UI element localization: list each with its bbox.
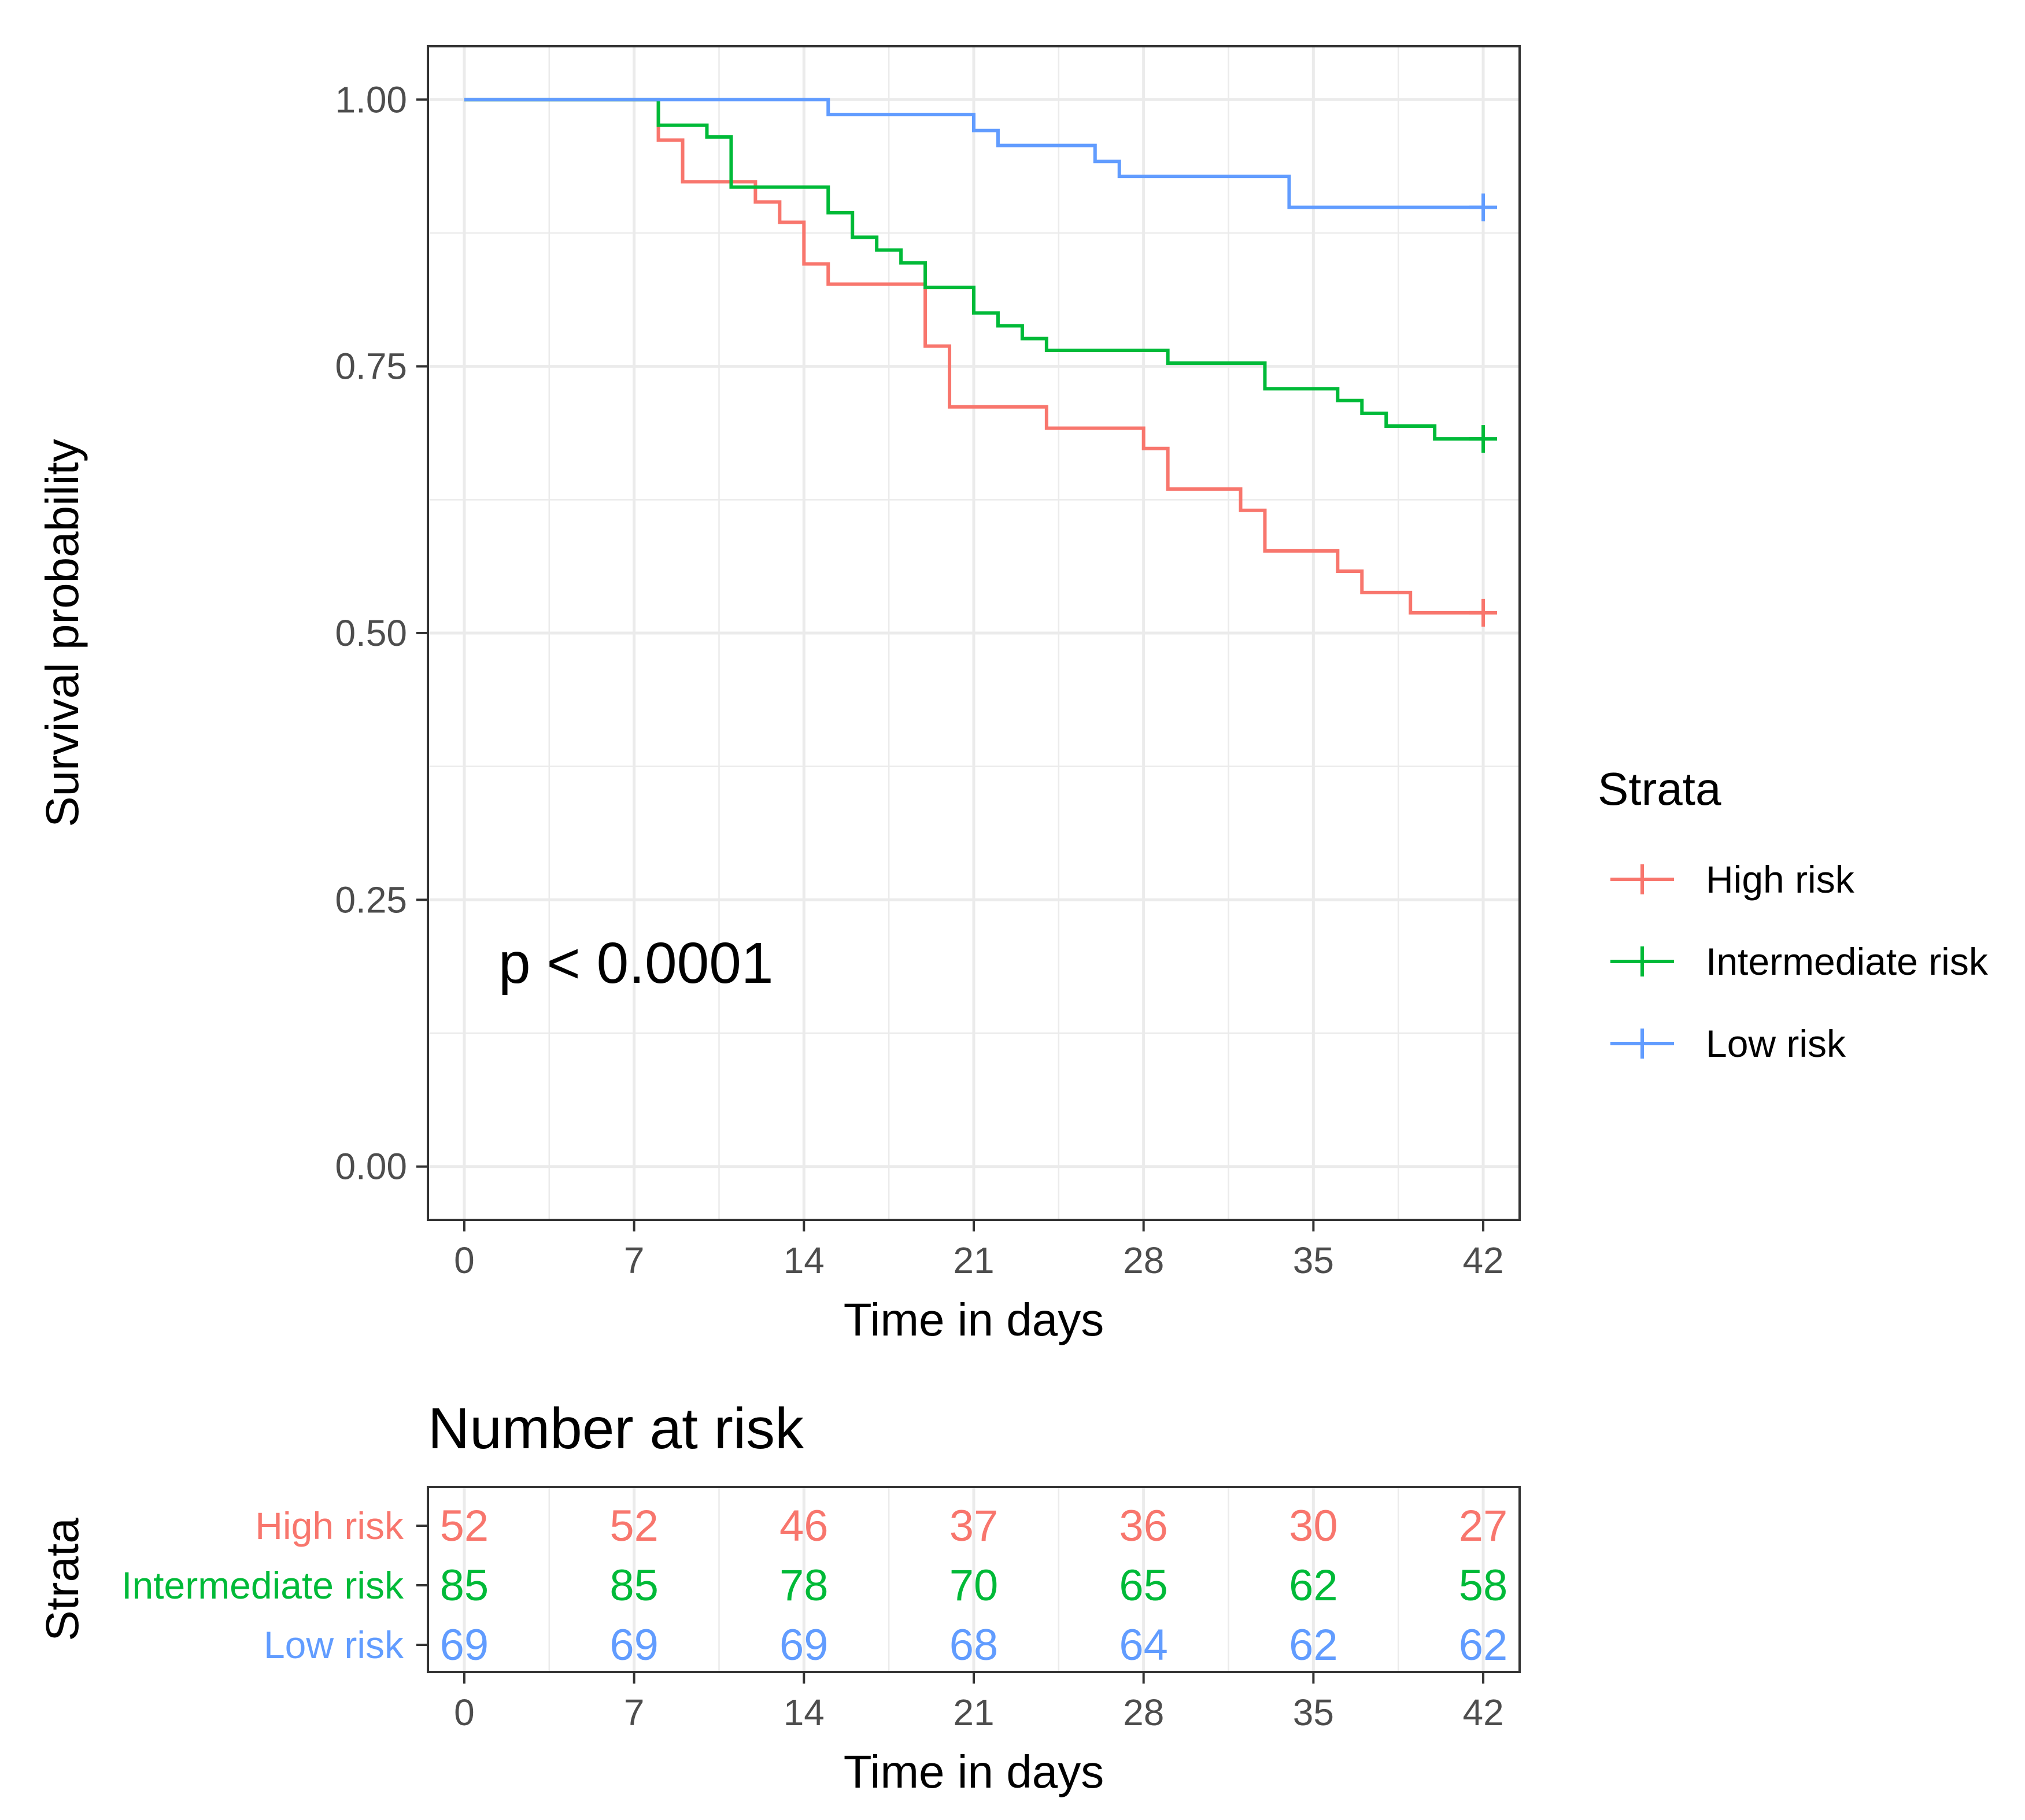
risk-cell-high-risk: 52 (609, 1501, 659, 1551)
km-y-tick-label: 0.50 (335, 612, 407, 654)
risk-cell-high-risk: 37 (949, 1501, 999, 1551)
km-y-axis: 0.00 0.25 0.50 0.75 1.00 (335, 79, 428, 1188)
risk-table-row-labels: High risk Intermediate risk Low risk (121, 1504, 428, 1666)
legend-label-low-risk: Low risk (1706, 1022, 1846, 1065)
risk-cell-low-risk: 69 (440, 1621, 489, 1670)
km-y-axis-title: Survival probability (36, 439, 88, 827)
risk-table-title: Number at risk (428, 1396, 804, 1461)
risk-cell-intermediate-risk: 85 (440, 1561, 489, 1610)
risk-table-cells: 52 52 46 37 36 30 27 85 85 78 70 65 62 58 69 69 69 68 64 62… (440, 1501, 1508, 1670)
risk-table-x-axis-title: Time in days (844, 1746, 1104, 1797)
risk-cell-high-risk: 36 (1119, 1501, 1168, 1551)
risk-cell-high-risk: 52 (440, 1501, 489, 1551)
km-x-axis-title: Time in days (844, 1294, 1104, 1345)
risk-cell-intermediate-risk: 65 (1119, 1561, 1168, 1610)
risk-x-tick-label: 21 (953, 1692, 994, 1733)
risk-cell-low-risk: 69 (779, 1621, 829, 1670)
km-curves (464, 98, 1498, 627)
risk-row-label-high-risk: High risk (255, 1504, 404, 1547)
km-x-tick-label: 14 (784, 1240, 825, 1281)
km-y-tick-label: 0.25 (335, 879, 407, 920)
risk-x-tick-label: 14 (784, 1692, 825, 1733)
km-x-tick-label: 28 (1123, 1240, 1164, 1281)
risk-x-tick-label: 0 (454, 1692, 475, 1733)
risk-cell-low-risk: 62 (1459, 1621, 1508, 1670)
legend-label-intermediate-risk: Intermediate risk (1706, 940, 1989, 983)
km-x-tick-label: 42 (1462, 1240, 1503, 1281)
risk-cell-low-risk: 64 (1119, 1621, 1168, 1670)
risk-cell-intermediate-risk: 85 (609, 1561, 659, 1610)
risk-table-x-axis: 0 7 14 21 28 35 42 (454, 1672, 1504, 1733)
risk-cell-intermediate-risk: 58 (1459, 1561, 1508, 1610)
risk-x-tick-label: 35 (1293, 1692, 1334, 1733)
risk-row-label-low-risk: Low risk (264, 1623, 404, 1666)
risk-x-tick-label: 42 (1462, 1692, 1503, 1733)
risk-table-gridlines (463, 1487, 1485, 1672)
legend-label-high-risk: High risk (1706, 858, 1855, 901)
km-x-tick-label: 35 (1293, 1240, 1334, 1281)
km-x-tick-label: 7 (624, 1240, 645, 1281)
risk-x-tick-label: 28 (1123, 1692, 1164, 1733)
km-y-tick-label: 1.00 (335, 79, 407, 120)
legend-entries: High risk Intermediate risk Low risk (1610, 858, 1989, 1065)
risk-cell-low-risk: 68 (949, 1621, 999, 1670)
km-curve-low-risk (464, 98, 1484, 209)
risk-cell-intermediate-risk: 62 (1289, 1561, 1338, 1610)
risk-table-y-axis-title: Strata (36, 1518, 88, 1641)
risk-x-tick-label: 7 (624, 1692, 645, 1733)
km-y-tick-label: 0.75 (335, 346, 407, 387)
km-curve-intermediate-risk (464, 98, 1484, 441)
km-plot: p < 0.0001 0.00 0.25 0.50 0.75 1.00 0 7 14 21 28… (36, 45, 1521, 1345)
km-gridlines (428, 46, 1520, 1220)
km-x-tick-label: 0 (454, 1240, 475, 1281)
km-y-tick-label: 0.00 (335, 1146, 407, 1188)
km-curve-high-risk (464, 98, 1484, 615)
risk-cell-intermediate-risk: 78 (779, 1561, 829, 1610)
risk-cell-low-risk: 62 (1289, 1621, 1338, 1670)
risk-cell-high-risk: 46 (779, 1501, 829, 1551)
km-x-axis: 0 7 14 21 28 35 42 (454, 1220, 1504, 1281)
risk-row-label-intermediate-risk: Intermediate risk (121, 1564, 404, 1607)
legend: Strata High risk Intermediate risk Low ris… (1598, 763, 1989, 1065)
risk-cell-high-risk: 27 (1459, 1501, 1508, 1551)
legend-title: Strata (1598, 763, 1721, 815)
p-value-annotation: p < 0.0001 (498, 931, 773, 996)
risk-cell-low-risk: 69 (609, 1621, 659, 1670)
km-x-tick-label: 21 (953, 1240, 994, 1281)
risk-cell-high-risk: 30 (1289, 1501, 1338, 1551)
risk-cell-intermediate-risk: 70 (949, 1561, 999, 1610)
